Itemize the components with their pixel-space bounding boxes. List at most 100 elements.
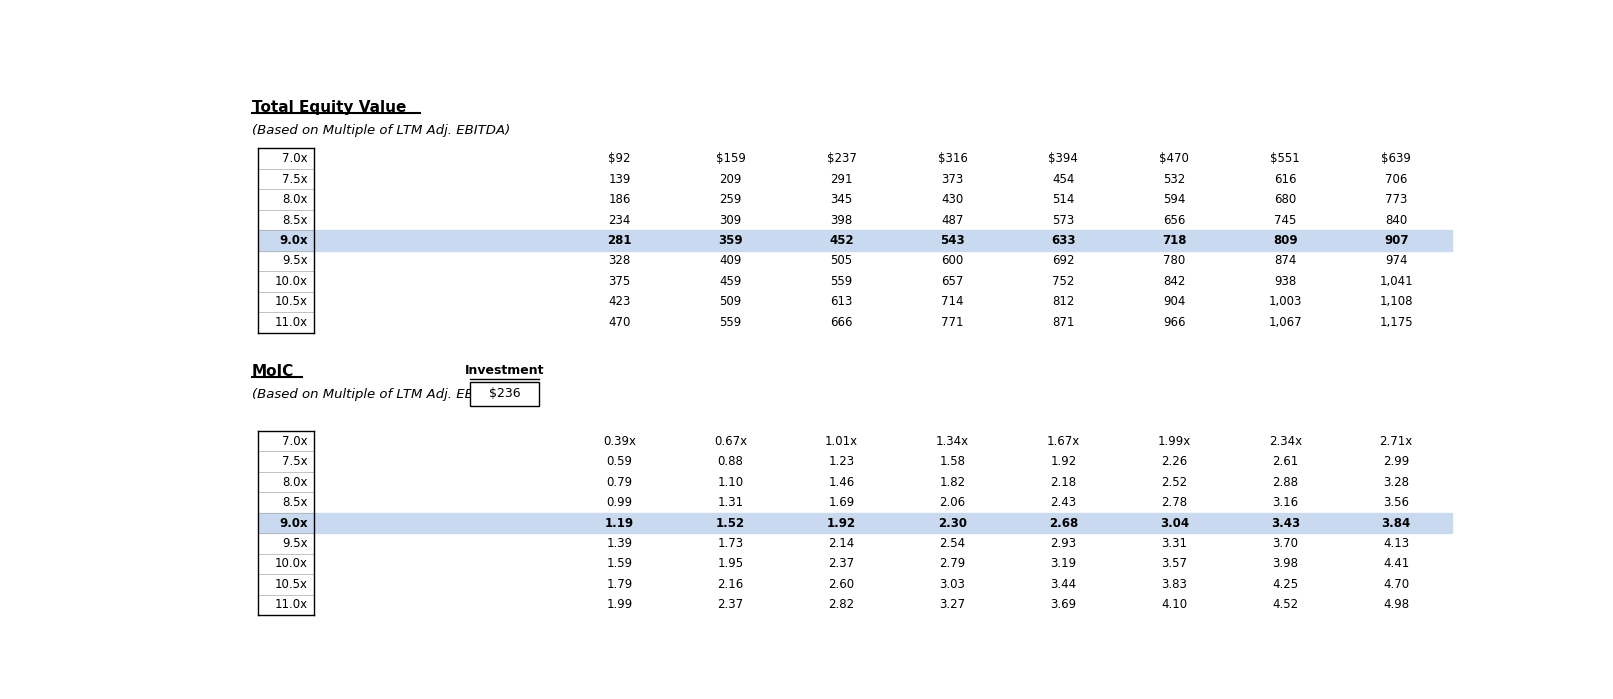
Text: 904: 904 bbox=[1163, 296, 1186, 308]
Text: 871: 871 bbox=[1052, 316, 1074, 329]
Text: 559: 559 bbox=[831, 275, 853, 288]
Text: 974: 974 bbox=[1386, 254, 1408, 268]
Text: 4.52: 4.52 bbox=[1273, 598, 1298, 612]
Text: 594: 594 bbox=[1163, 193, 1186, 206]
Text: 3.56: 3.56 bbox=[1384, 496, 1410, 509]
Text: 2.54: 2.54 bbox=[939, 537, 966, 550]
Text: 714: 714 bbox=[942, 296, 963, 308]
Text: 780: 780 bbox=[1163, 254, 1186, 268]
Text: 4.98: 4.98 bbox=[1384, 598, 1410, 612]
Text: 2.78: 2.78 bbox=[1161, 496, 1187, 509]
Text: 1.01x: 1.01x bbox=[824, 435, 858, 448]
Text: 2.18: 2.18 bbox=[1050, 476, 1076, 489]
Text: 1.79: 1.79 bbox=[606, 578, 632, 591]
Text: 9.0x: 9.0x bbox=[279, 517, 308, 530]
Text: 1.99x: 1.99x bbox=[1158, 435, 1190, 448]
Text: 692: 692 bbox=[1052, 254, 1074, 268]
Text: 616: 616 bbox=[1274, 173, 1297, 186]
Text: 1,108: 1,108 bbox=[1379, 296, 1413, 308]
Text: 328: 328 bbox=[608, 254, 631, 268]
Text: 1.99: 1.99 bbox=[606, 598, 632, 612]
Text: 2.37: 2.37 bbox=[829, 558, 855, 570]
Text: 3.28: 3.28 bbox=[1384, 476, 1410, 489]
Text: 1.31: 1.31 bbox=[718, 496, 744, 509]
Text: 745: 745 bbox=[1274, 214, 1297, 226]
FancyBboxPatch shape bbox=[471, 382, 539, 405]
Text: 657: 657 bbox=[942, 275, 963, 288]
Text: 345: 345 bbox=[831, 193, 853, 206]
Text: 3.27: 3.27 bbox=[939, 598, 966, 612]
Text: 3.43: 3.43 bbox=[1271, 517, 1300, 530]
Text: 2.26: 2.26 bbox=[1161, 455, 1187, 468]
Text: $237: $237 bbox=[826, 152, 857, 165]
Text: 773: 773 bbox=[1386, 193, 1408, 206]
Text: 752: 752 bbox=[1052, 275, 1074, 288]
Text: 771: 771 bbox=[942, 316, 963, 329]
Text: 4.25: 4.25 bbox=[1273, 578, 1298, 591]
Text: 2.37: 2.37 bbox=[718, 598, 744, 612]
Text: 0.59: 0.59 bbox=[606, 455, 632, 468]
Text: 4.13: 4.13 bbox=[1384, 537, 1410, 550]
Text: 543: 543 bbox=[940, 234, 965, 247]
Text: 3.44: 3.44 bbox=[1050, 578, 1076, 591]
Text: 2.14: 2.14 bbox=[829, 537, 855, 550]
Text: 7.0x: 7.0x bbox=[282, 435, 308, 448]
Text: 1.34x: 1.34x bbox=[936, 435, 969, 448]
Text: 532: 532 bbox=[1163, 173, 1186, 186]
Text: 2.06: 2.06 bbox=[939, 496, 966, 509]
Text: (Based on Multiple of LTM Adj. EBITDA): (Based on Multiple of LTM Adj. EBITDA) bbox=[252, 124, 510, 137]
Text: 398: 398 bbox=[831, 214, 853, 226]
Text: 1.10: 1.10 bbox=[718, 476, 744, 489]
Text: 509: 509 bbox=[719, 296, 742, 308]
Text: 4.70: 4.70 bbox=[1384, 578, 1410, 591]
Text: 0.88: 0.88 bbox=[718, 455, 744, 468]
Text: 3.57: 3.57 bbox=[1161, 558, 1187, 570]
Text: 9.0x: 9.0x bbox=[279, 234, 308, 247]
Text: 3.19: 3.19 bbox=[1050, 558, 1076, 570]
Text: 2.43: 2.43 bbox=[1050, 496, 1076, 509]
Text: 10.0x: 10.0x bbox=[274, 558, 308, 570]
Text: 3.16: 3.16 bbox=[1273, 496, 1298, 509]
Text: 470: 470 bbox=[608, 316, 631, 329]
Bar bbox=[258, 513, 1452, 533]
Text: 505: 505 bbox=[831, 254, 853, 268]
Text: 1.67x: 1.67x bbox=[1047, 435, 1081, 448]
Text: 259: 259 bbox=[719, 193, 742, 206]
Text: 2.16: 2.16 bbox=[718, 578, 744, 591]
Text: $316: $316 bbox=[937, 152, 968, 165]
Text: 3.84: 3.84 bbox=[1382, 517, 1411, 530]
Text: 8.0x: 8.0x bbox=[282, 193, 308, 206]
Text: 10.5x: 10.5x bbox=[274, 578, 308, 591]
Text: $551: $551 bbox=[1271, 152, 1300, 165]
Text: 1.92: 1.92 bbox=[1050, 455, 1076, 468]
Text: 2.99: 2.99 bbox=[1382, 455, 1410, 468]
Text: 3.83: 3.83 bbox=[1161, 578, 1187, 591]
Text: 3.70: 3.70 bbox=[1273, 537, 1298, 550]
Text: 11.0x: 11.0x bbox=[274, 598, 308, 612]
Text: $159: $159 bbox=[716, 152, 745, 165]
Text: 1.69: 1.69 bbox=[829, 496, 855, 509]
Bar bbox=[258, 230, 1452, 251]
Text: 3.04: 3.04 bbox=[1160, 517, 1189, 530]
Text: 0.79: 0.79 bbox=[606, 476, 632, 489]
Text: 3.31: 3.31 bbox=[1161, 537, 1187, 550]
Text: 680: 680 bbox=[1274, 193, 1297, 206]
Text: 7.5x: 7.5x bbox=[282, 455, 308, 468]
Text: 1.46: 1.46 bbox=[829, 476, 855, 489]
Text: 291: 291 bbox=[831, 173, 853, 186]
Text: 2.68: 2.68 bbox=[1048, 517, 1077, 530]
Text: 359: 359 bbox=[718, 234, 744, 247]
Text: 1.73: 1.73 bbox=[718, 537, 744, 550]
Text: 2.61: 2.61 bbox=[1273, 455, 1298, 468]
Text: 1.39: 1.39 bbox=[606, 537, 632, 550]
Text: 666: 666 bbox=[831, 316, 853, 329]
Text: $639: $639 bbox=[1381, 152, 1411, 165]
Text: 0.67x: 0.67x bbox=[715, 435, 747, 448]
Text: 186: 186 bbox=[608, 193, 631, 206]
Text: 409: 409 bbox=[719, 254, 742, 268]
Text: 3.03: 3.03 bbox=[939, 578, 966, 591]
Text: 9.5x: 9.5x bbox=[282, 254, 308, 268]
Text: 966: 966 bbox=[1163, 316, 1186, 329]
Text: 4.41: 4.41 bbox=[1382, 558, 1410, 570]
Text: 842: 842 bbox=[1163, 275, 1186, 288]
